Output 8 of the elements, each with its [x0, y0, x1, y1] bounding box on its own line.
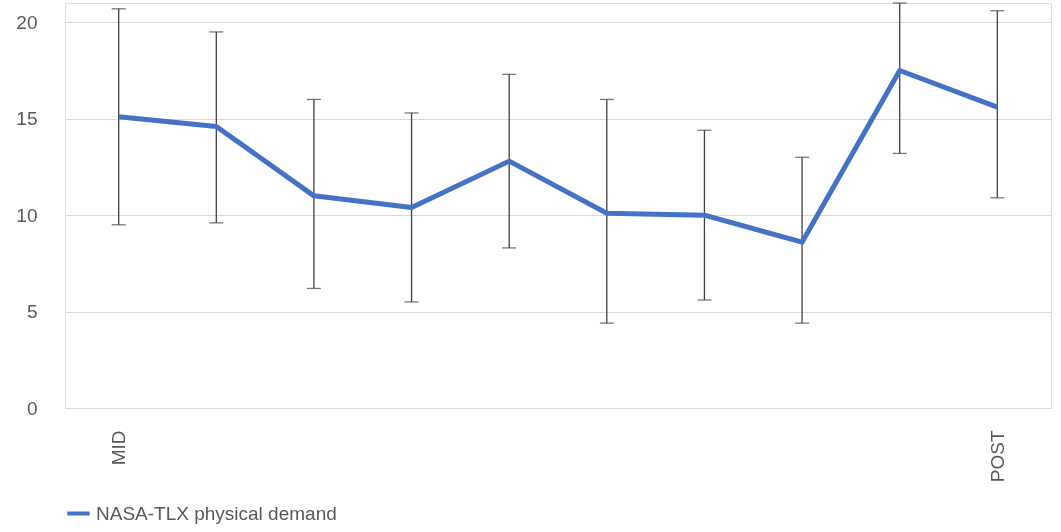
x-tick-label: POST	[986, 430, 1008, 483]
y-tick-label: 10	[16, 204, 38, 226]
x-tick-label: MID	[108, 430, 130, 466]
y-tick-label: 0	[26, 397, 38, 419]
legend-label: NASA-TLX physical demand	[96, 502, 337, 524]
y-tick-label: 20	[16, 11, 38, 33]
y-tick-label: 5	[26, 301, 38, 323]
y-tick-label: 15	[16, 108, 38, 130]
